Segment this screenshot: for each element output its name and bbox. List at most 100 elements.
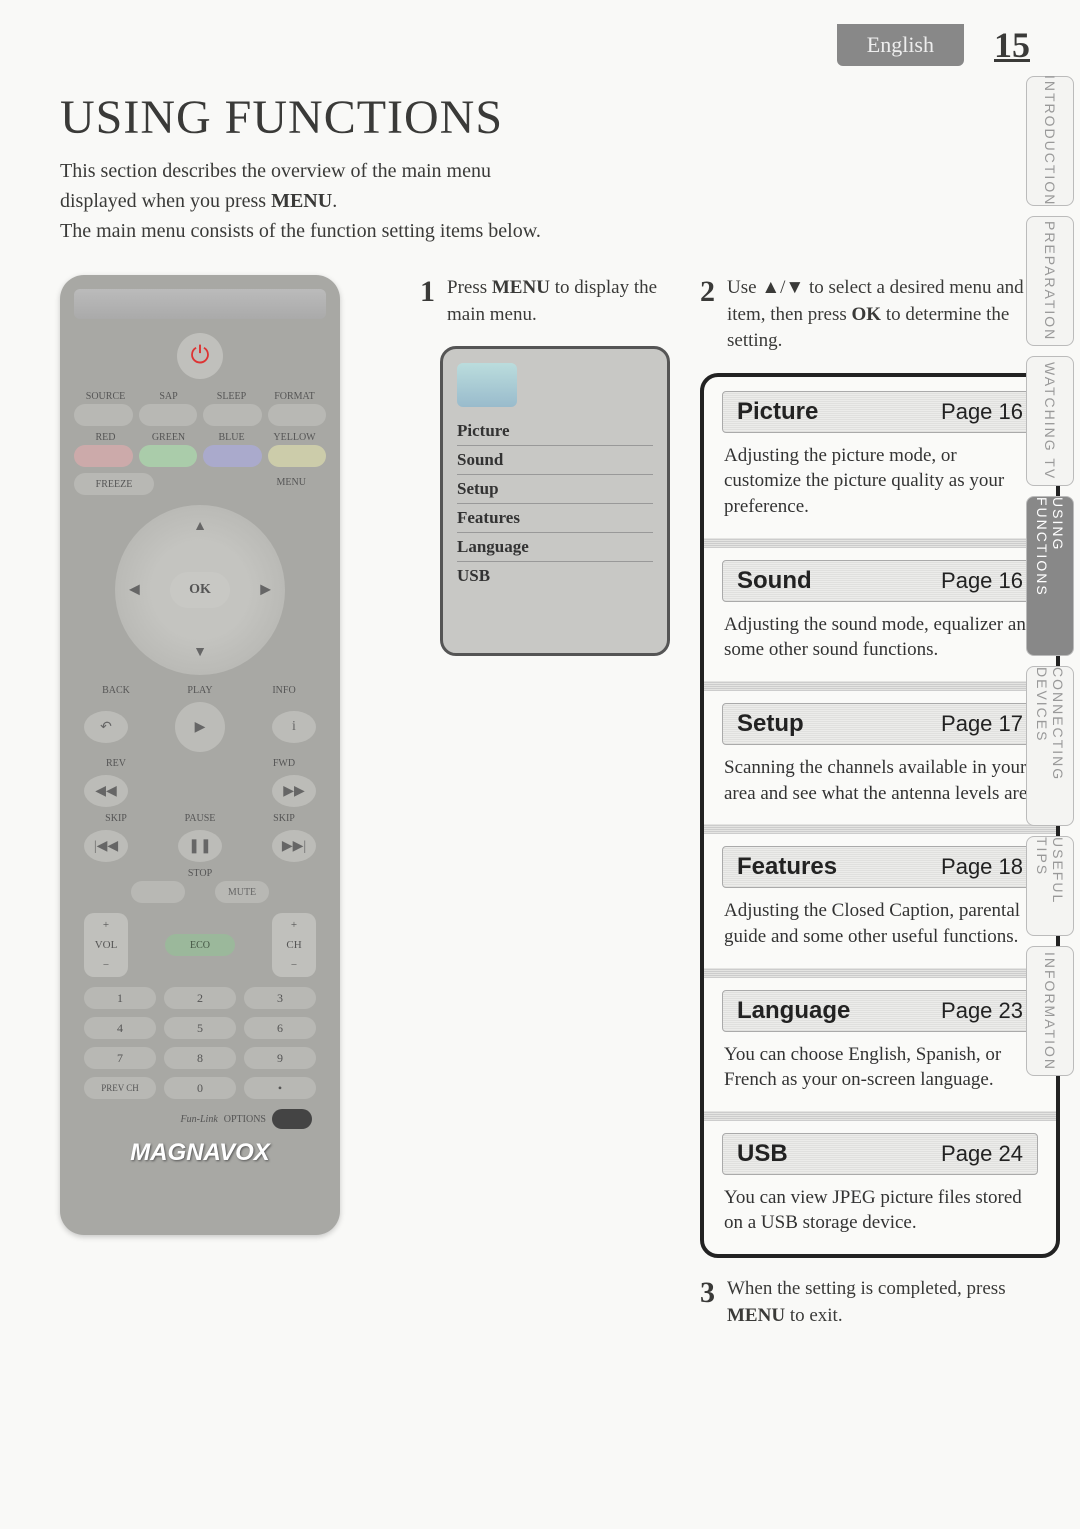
intro-line: displayed when you press MENU. — [60, 187, 1060, 215]
intro-text: This section describes the overview of t… — [60, 157, 1060, 245]
ch-rocker: +CH− — [272, 913, 316, 977]
step-text: When the setting is completed, press MEN… — [727, 1276, 1060, 1329]
arrow-right-icon: ▶ — [260, 582, 271, 599]
card-language: LanguagePage 23 You can choose English, … — [722, 990, 1038, 1093]
separator — [704, 681, 1056, 691]
nav-pad: ▲ ▼ ◀ ▶ OK — [115, 505, 285, 675]
source-button — [74, 404, 133, 426]
menu-highlight-icon — [457, 363, 517, 407]
step-number: 3 — [700, 1276, 715, 1310]
card-title: Sound — [737, 567, 812, 595]
card-sound: Sound Page 16 Adjusting the sound mode, e… — [722, 560, 1038, 663]
step-number: 2 — [700, 275, 715, 309]
card-body: Scanning the channels available in your … — [722, 745, 1038, 806]
intro-line: This section describes the overview of t… — [60, 157, 1060, 185]
page-title: USING FUNCTIONS — [60, 90, 1060, 145]
card-body: Adjusting the sound mode, equalizer and … — [722, 602, 1038, 663]
tab-introduction: INTRODUCTION — [1026, 76, 1074, 206]
tab-watching-tv: WATCHING TV — [1026, 356, 1074, 486]
card-page: Page 17 — [941, 711, 1023, 737]
eco-button: ECO — [165, 934, 235, 956]
num-9: 9 — [244, 1047, 316, 1069]
menu-cards-panel: PicturePage 16 Adjusting the picture mod… — [700, 373, 1060, 1258]
num-2: 2 — [164, 987, 236, 1009]
tab-using-functions: USING FUNCTIONS — [1026, 496, 1074, 656]
num-0: 0 — [164, 1077, 236, 1099]
num-3: 3 — [244, 987, 316, 1009]
dot-button: • — [244, 1077, 316, 1099]
card-body: Adjusting the picture mode, or customize… — [722, 433, 1038, 520]
mute-button: MUTE — [215, 881, 269, 903]
prevch-button: PREV CH — [84, 1077, 156, 1099]
info-button: i — [272, 711, 316, 743]
side-tabs: INTRODUCTION PREPARATION WATCHING TV USI… — [1026, 76, 1074, 1076]
num-5: 5 — [164, 1017, 236, 1039]
arrow-up-icon: ▲ — [193, 519, 207, 535]
options-button — [272, 1109, 312, 1129]
vol-rocker: +VOL− — [84, 913, 128, 977]
remote-display — [74, 289, 326, 319]
remote-illustration: ⏻ SOURCESAPSLEEPFORMAT REDGREENBLUEYELLO… — [60, 275, 340, 1235]
arrow-left-icon: ◀ — [129, 582, 140, 599]
skip-prev-button: |◀◀ — [84, 830, 128, 862]
menu-item: USB — [457, 562, 653, 590]
card-page: Page 24 — [941, 1141, 1023, 1167]
separator — [704, 538, 1056, 548]
card-body: You can choose English, Spanish, or Fren… — [722, 1032, 1038, 1093]
card-page: Page 16 — [941, 568, 1023, 594]
freeze-button: FREEZE — [74, 473, 154, 495]
options-label: OPTIONS — [224, 1114, 266, 1125]
num-8: 8 — [164, 1047, 236, 1069]
card-title: USB — [737, 1140, 788, 1168]
num-4: 4 — [84, 1017, 156, 1039]
numpad: 1 2 3 4 5 6 7 8 9 PREV CH 0 • — [84, 987, 316, 1099]
card-usb: USB Page 24 You can view JPEG picture fil… — [722, 1133, 1038, 1236]
skip-next-button: ▶▶| — [272, 830, 316, 862]
funlink-label: Fun-Link — [181, 1114, 218, 1125]
card-body: You can view JPEG picture files stored o… — [722, 1175, 1038, 1236]
red-button — [74, 445, 133, 467]
tab-connecting-devices: CONNECTING DEVICES — [1026, 666, 1074, 826]
arrow-down-icon: ▼ — [193, 645, 207, 661]
card-title: Setup — [737, 710, 804, 738]
rev-button: ◀◀ — [84, 775, 128, 807]
sleep-button — [203, 404, 262, 426]
tab-preparation: PREPARATION — [1026, 216, 1074, 346]
play-button: ▶ — [175, 702, 225, 752]
num-6: 6 — [244, 1017, 316, 1039]
menu-item: Picture — [457, 417, 653, 446]
sap-button — [139, 404, 198, 426]
yellow-button — [268, 445, 327, 467]
power-icon: ⏻ — [177, 333, 223, 379]
separator — [704, 1111, 1056, 1121]
card-page: Page 23 — [941, 998, 1023, 1024]
tab-information: INFORMATION — [1026, 946, 1074, 1076]
fwd-button: ▶▶ — [272, 775, 316, 807]
page-number: 15 — [994, 24, 1060, 66]
back-button: ↶ — [84, 711, 128, 743]
language-tab: English — [837, 24, 964, 66]
menu-item: Sound — [457, 446, 653, 475]
ok-button: OK — [170, 572, 230, 608]
card-page: Page 18 — [941, 854, 1023, 880]
pause-button: ❚❚ — [178, 830, 222, 862]
step-3: 3 When the setting is completed, press M… — [700, 1276, 1060, 1329]
brand-logo: MAGNAVOX — [74, 1139, 326, 1167]
card-title: Features — [737, 853, 837, 881]
tab-useful-tips: USEFUL TIPS — [1026, 836, 1074, 936]
step-2: 2 Use ▲/▼ to select a desired menu and a… — [700, 275, 1060, 355]
menu-item: Setup — [457, 475, 653, 504]
main-menu-thumbnail: Picture Sound Setup Features Language US… — [440, 346, 670, 656]
num-7: 7 — [84, 1047, 156, 1069]
menu-item: Features — [457, 504, 653, 533]
card-picture: PicturePage 16 Adjusting the picture mod… — [722, 391, 1038, 520]
separator — [704, 824, 1056, 834]
menu-label: MENU — [277, 477, 326, 491]
separator — [704, 968, 1056, 978]
format-button — [268, 404, 327, 426]
card-page: Page 16 — [941, 399, 1023, 425]
step-number: 1 — [420, 275, 435, 309]
green-button — [139, 445, 198, 467]
blue-button — [203, 445, 262, 467]
step-text: Press MENU to display the main menu. — [447, 275, 680, 328]
